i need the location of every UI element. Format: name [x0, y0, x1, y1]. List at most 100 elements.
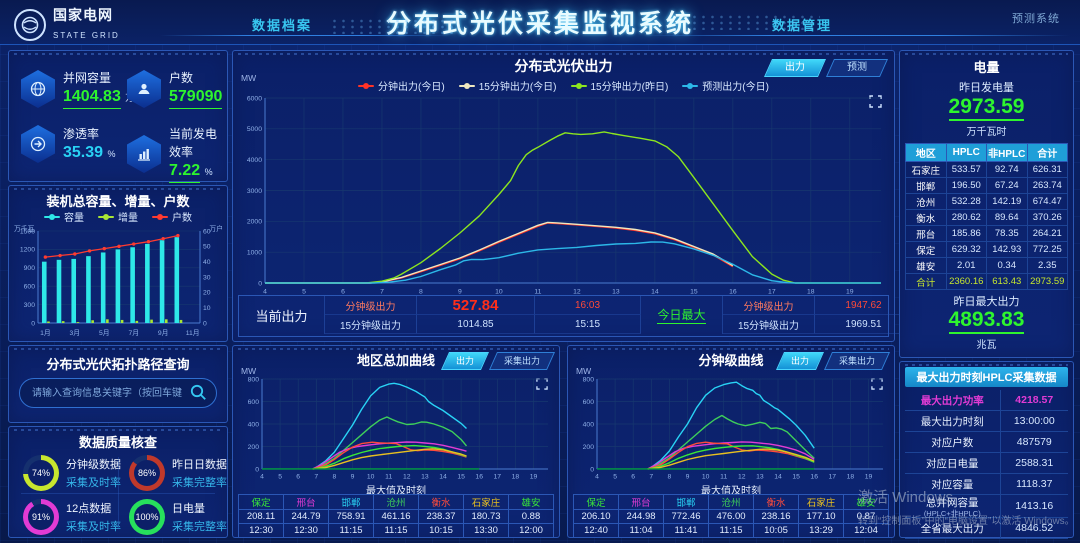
svg-text:19: 19 [530, 474, 538, 481]
svg-text:万千瓦: 万千瓦 [14, 224, 35, 233]
hplc-panel-title: 最大出力时刻HPLC采集数据 [905, 367, 1068, 387]
svg-text:10: 10 [495, 289, 503, 296]
svg-text:14: 14 [774, 474, 782, 481]
max-value: 180.73 [463, 509, 509, 524]
svg-text:5: 5 [302, 289, 306, 296]
city-col-邢台: 邢台 [283, 494, 329, 510]
svg-text:600: 600 [24, 284, 36, 291]
svg-text:5: 5 [613, 474, 617, 481]
search-icon[interactable] [189, 383, 208, 402]
topology-search-input[interactable] [19, 378, 217, 408]
divider [21, 493, 215, 494]
svg-text:11: 11 [385, 474, 392, 481]
energy-row-衡水: 衡水 280.62 89.64 370.26 [905, 209, 1068, 226]
svg-text:8: 8 [668, 474, 672, 481]
city-col-衡水: 衡水 [418, 494, 464, 510]
collected-output-button[interactable]: 采集出力 [823, 352, 891, 370]
max-value: 758.91 [328, 509, 374, 524]
output-button[interactable]: 出力 [763, 59, 826, 77]
output-button[interactable]: 出力 [440, 352, 489, 370]
region-chart-toggle: 出力 采集出力 [440, 351, 556, 370]
max-time: 10:15 [418, 523, 464, 538]
installed-capacity-panel: 装机总容量、增量、户数 容量 增量 户数 0 300 600 900 1200 1500 0 10… [8, 185, 228, 342]
legend-item-容量[interactable]: 容量 [44, 209, 84, 224]
svg-text:9月: 9月 [158, 329, 169, 337]
nav-forecast-system[interactable]: 预测系统 [1012, 13, 1060, 25]
svg-text:11: 11 [534, 289, 541, 296]
nav-data-manage[interactable]: 数据管理 [772, 18, 833, 33]
svg-text:40: 40 [203, 259, 211, 266]
hplc-row-对应户数: 对应户数 487579 [905, 431, 1068, 453]
svg-text:800: 800 [248, 376, 260, 383]
svg-text:17: 17 [494, 474, 502, 481]
svg-text:0: 0 [590, 466, 594, 473]
svg-text:30: 30 [203, 274, 211, 281]
decor-line-right [640, 35, 1070, 36]
svg-text:9: 9 [351, 474, 355, 481]
forecast-button[interactable]: 预测 [825, 59, 889, 77]
yesterday-energy-unit: 万千瓦时 [966, 127, 1007, 138]
svg-text:万户: 万户 [209, 224, 223, 233]
kpi-value: 7.22 [169, 161, 201, 183]
chart-icon [127, 135, 161, 173]
legend-item-增量[interactable]: 增量 [98, 209, 138, 224]
max-value: 772.46 [663, 509, 709, 524]
svg-text:6: 6 [631, 474, 635, 481]
gauge-ring: 100% [129, 499, 165, 535]
series-15分钟出力(今日) [265, 221, 734, 284]
fullscreen-icon[interactable] [869, 95, 882, 108]
kpi-value: 579090 [169, 87, 223, 109]
svg-text:7: 7 [314, 474, 318, 481]
legend-item-15分钟出力(昨日)[interactable]: 15分钟出力(昨日) [570, 78, 668, 93]
kpi-penetration: 渗透率 35.39 % [21, 125, 116, 163]
energy-col-非HPLC: 非HPLC [986, 143, 1028, 162]
svg-text:19: 19 [865, 474, 873, 481]
svg-text:11月: 11月 [186, 329, 200, 337]
pv-output-chart: 4 5 6 7 8 9 10 11 12 13 14 15 16 17 18 19 0 1000 2000 3000 4… [247, 95, 881, 296]
city-col-衡水: 衡水 [753, 494, 799, 510]
legend-item-户数[interactable]: 户数 [152, 209, 192, 224]
max-time: 13:29 [798, 523, 844, 538]
svg-text:5000: 5000 [247, 126, 262, 133]
svg-text:15: 15 [690, 289, 698, 296]
svg-text:200: 200 [583, 444, 595, 451]
installed-legend: 容量 增量 户数 [9, 209, 227, 224]
yesterday-max-value: 4893.83 [900, 308, 1073, 334]
svg-text:9: 9 [458, 289, 462, 296]
svg-text:18: 18 [512, 474, 520, 481]
yesterday-energy-value: 2973.59 [900, 95, 1073, 121]
svg-text:3月: 3月 [70, 329, 81, 337]
hplc-row-全省最大出力: 全省最大出力 4846.52 [905, 517, 1068, 539]
legend-item-分钟出力(今日)[interactable]: 分钟出力(今日) [358, 78, 445, 93]
y-axis-unit: MW [241, 366, 257, 376]
quality-gauge-1: 74% 分钟级数据 采集及时率 [23, 455, 123, 491]
svg-text:1500: 1500 [20, 228, 35, 235]
city-col-雄安: 雄安 [843, 494, 889, 510]
svg-text:11: 11 [720, 474, 727, 481]
collected-output-button[interactable]: 采集出力 [488, 352, 556, 370]
current-minute-output: 527.84 [417, 296, 535, 315]
output-button[interactable]: 出力 [775, 352, 824, 370]
legend-item-预测出力(今日)[interactable]: 预测出力(今日) [682, 78, 769, 93]
gauge-ring: 86% [129, 455, 165, 491]
yesterday-max-label: 昨日最大出力 [953, 296, 1020, 308]
svg-text:0: 0 [258, 280, 262, 287]
svg-text:20: 20 [203, 290, 211, 297]
svg-text:1200: 1200 [20, 247, 35, 254]
legend-item-15分钟出力(今日)[interactable]: 15分钟出力(今日) [458, 78, 557, 93]
nav-data-archive[interactable]: 数据档案 [252, 18, 313, 33]
svg-text:900: 900 [24, 265, 36, 272]
series-预测出力(今日) [265, 241, 881, 284]
svg-text:1000: 1000 [247, 250, 262, 257]
energy-row-邢台: 邢台 185.86 78.35 264.21 [905, 225, 1068, 242]
region-max-table: 保定 邢台 邯郸 沧州 衡水 石家庄 雄安 208.11 244.79 758.91 461.16 2… [238, 494, 554, 538]
y-axis-unit: MW [241, 73, 257, 83]
kpi-efficiency: 当前发电效率 7.22 % [127, 125, 227, 183]
today-max-link[interactable]: 今日最大 [657, 308, 706, 324]
svg-text:6: 6 [341, 289, 345, 296]
svg-text:4: 4 [263, 289, 267, 296]
svg-text:8: 8 [333, 474, 337, 481]
max-table-title: 最大值及时刻 [701, 486, 761, 497]
city-col-石家庄: 石家庄 [463, 494, 509, 510]
svg-text:5: 5 [278, 474, 282, 481]
